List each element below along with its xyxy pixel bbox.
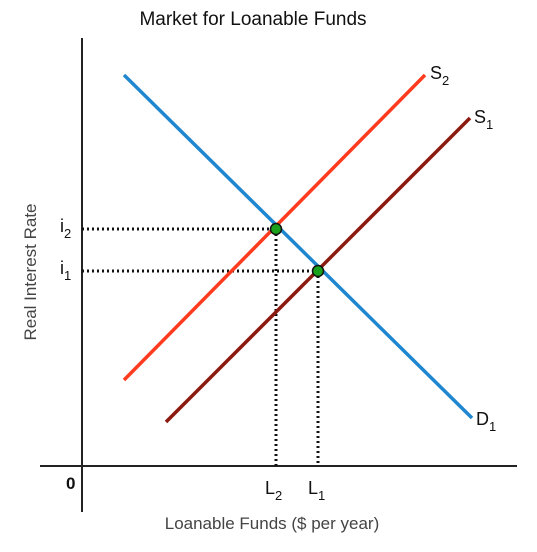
quantity-label-l1: L1: [308, 478, 325, 503]
equilibrium-point-2: [269, 222, 283, 236]
quantity-label-l2: L2: [265, 478, 282, 503]
curve-label-d1: D1: [476, 409, 496, 434]
demand-curve-d1: [122, 73, 474, 420]
diagram-title: Market for Loanable Funds: [139, 9, 366, 30]
y-axis-label: Real Interest Rate: [21, 203, 40, 340]
rate-label-i2: i2: [60, 216, 71, 241]
origin-label: 0: [66, 474, 75, 493]
x-axis-label: Loanable Funds ($ per year): [165, 514, 380, 533]
rate-label-i1: i1: [60, 258, 71, 283]
curve-label-s1: S1: [474, 107, 493, 132]
guide-lines: [82, 227, 320, 466]
equilibrium-point-1: [311, 264, 325, 278]
curve-label-s2: S2: [430, 63, 449, 88]
